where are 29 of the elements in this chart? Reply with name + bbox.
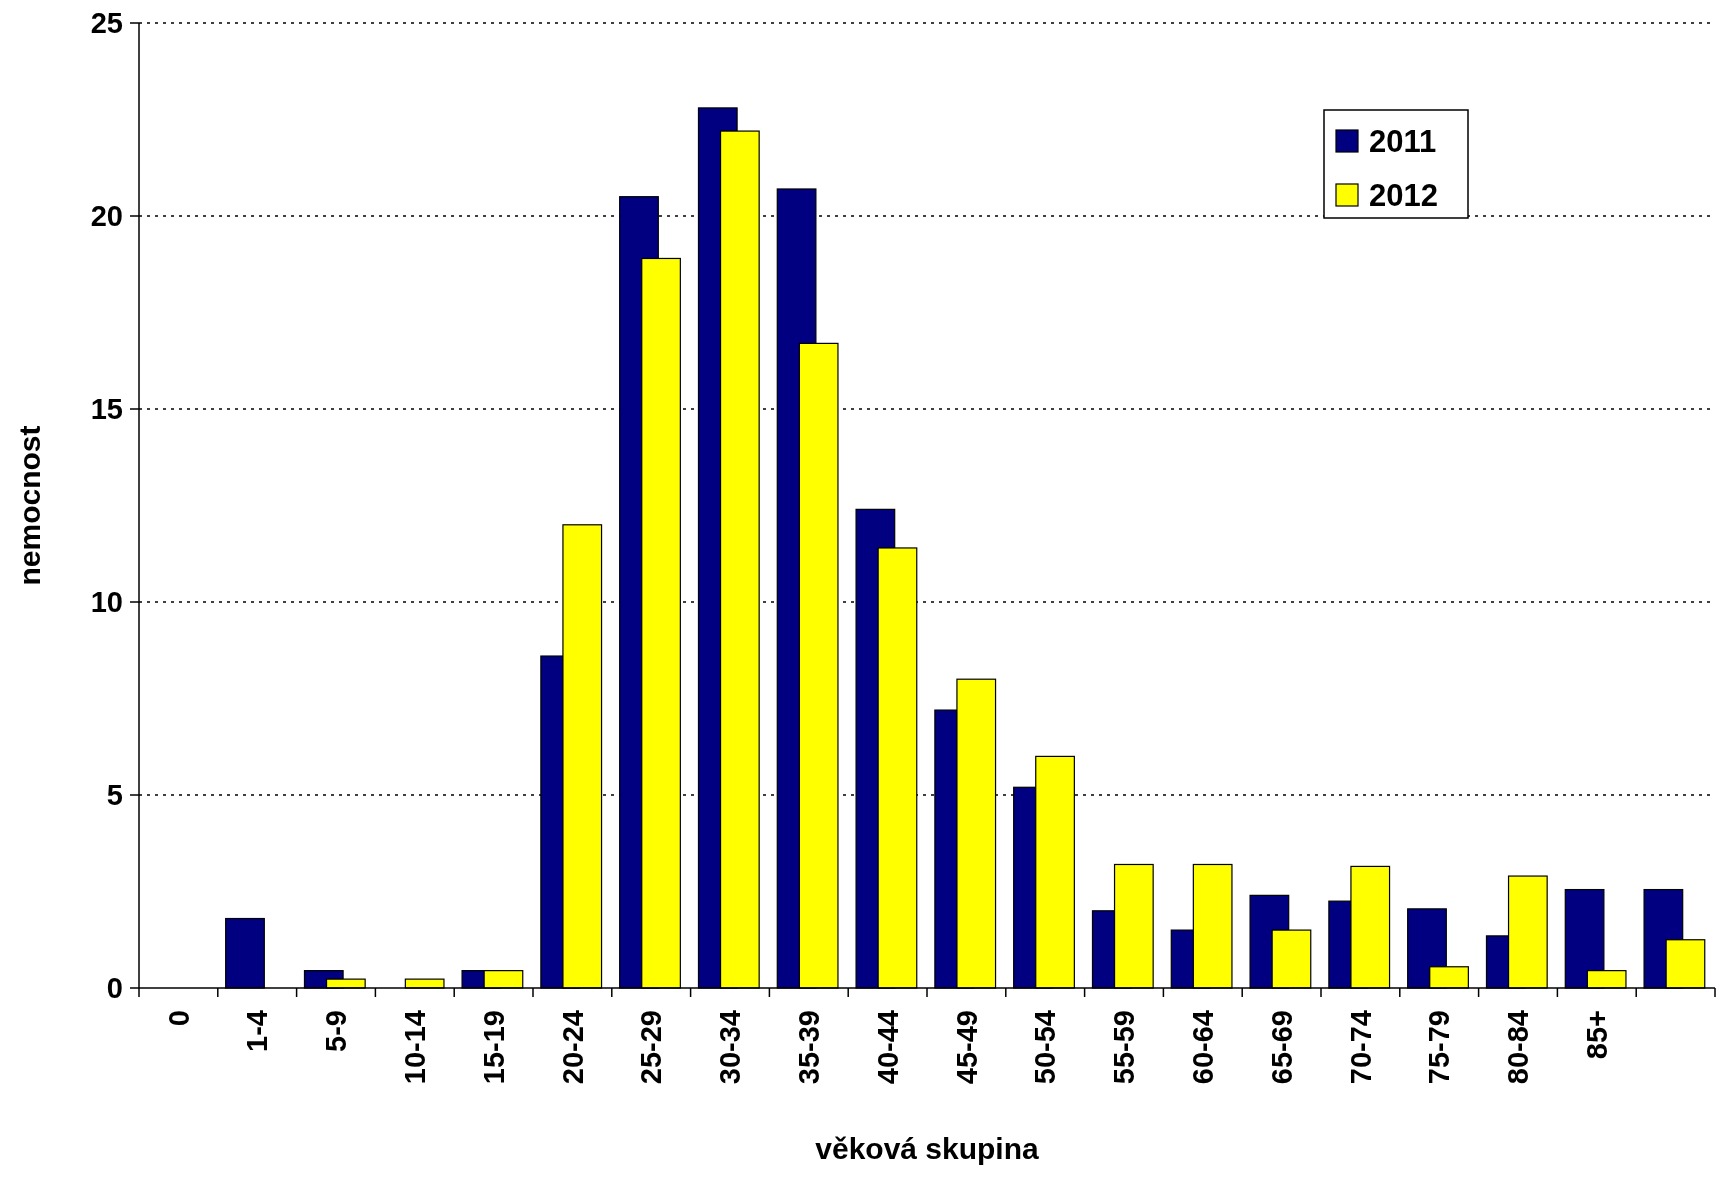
x-tick-label: 1-4 bbox=[241, 1010, 274, 1052]
legend-label: 2012 bbox=[1369, 177, 1438, 213]
x-tick-label: 25-29 bbox=[635, 1010, 668, 1085]
x-tick-label: 15-19 bbox=[477, 1010, 510, 1085]
x-tick-label: 0 bbox=[162, 1010, 195, 1027]
x-tick-label: 70-74 bbox=[1344, 1010, 1377, 1085]
x-tick-label: 75-79 bbox=[1423, 1010, 1456, 1085]
x-tick-label: 50-54 bbox=[1029, 1010, 1062, 1085]
x-tick-label: 85+ bbox=[1580, 1010, 1613, 1060]
x-tick-label: 40-44 bbox=[871, 1010, 904, 1085]
x-tick-label: 30-34 bbox=[714, 1010, 747, 1085]
x-tick-label: 10-14 bbox=[398, 1010, 431, 1085]
x-tick-label: 5-9 bbox=[320, 1010, 353, 1052]
x-tick-label: 55-59 bbox=[1108, 1010, 1141, 1085]
y-tick-label: 0 bbox=[106, 972, 123, 1005]
x-tick-label: 60-64 bbox=[1186, 1010, 1219, 1085]
y-axis-title: nemocnost bbox=[13, 425, 46, 586]
x-axis-title: věková skupina bbox=[815, 1132, 1040, 1165]
y-tick-label: 15 bbox=[90, 393, 123, 426]
y-tick-label: 5 bbox=[106, 779, 123, 812]
y-tick-label: 25 bbox=[90, 7, 123, 40]
x-tick-label: 35-39 bbox=[792, 1010, 825, 1085]
x-tick-label: 80-84 bbox=[1502, 1010, 1535, 1085]
y-tick-label: 10 bbox=[90, 586, 123, 619]
y-tick-label: 20 bbox=[90, 200, 123, 233]
x-tick-label: 45-49 bbox=[950, 1010, 983, 1085]
x-tick-label: 65-69 bbox=[1265, 1010, 1298, 1085]
x-tick-label: 20-24 bbox=[556, 1010, 589, 1085]
legend-label: 2011 bbox=[1369, 123, 1437, 159]
